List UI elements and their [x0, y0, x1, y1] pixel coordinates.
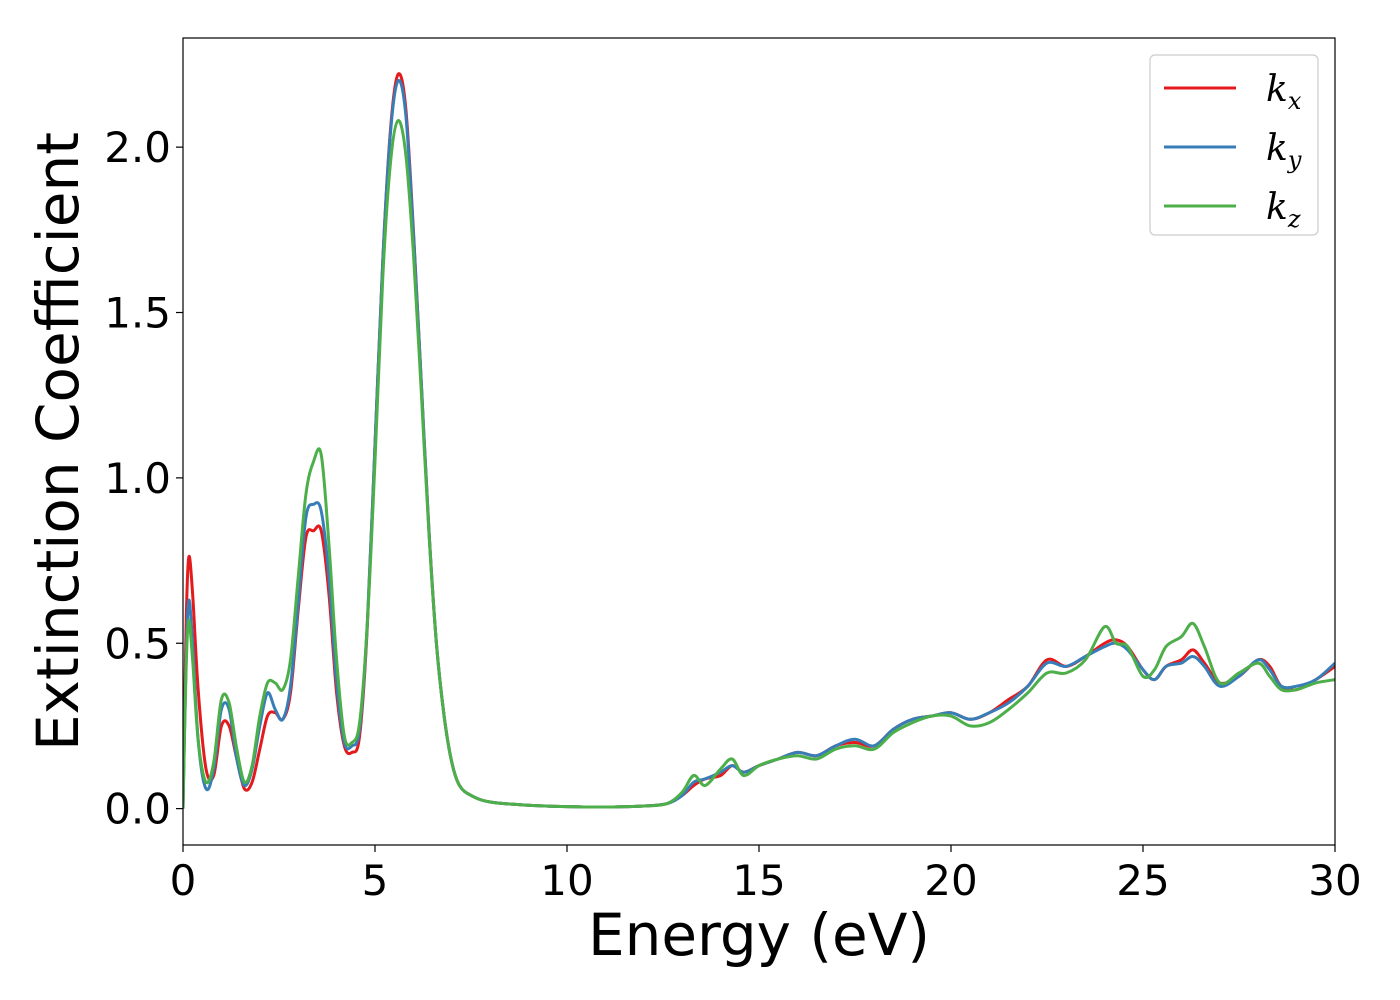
y-tick-label: 1.0	[104, 454, 171, 503]
y-axis-label: Extinction Coefficient	[24, 132, 92, 751]
x-tick-label: 30	[1308, 856, 1361, 905]
legend-label-x: kx	[1266, 69, 1302, 115]
legend-label-y: ky	[1266, 128, 1302, 174]
legend-label-base: k	[1266, 69, 1288, 110]
y-tick-label: 0.5	[104, 619, 171, 668]
legend-box	[1149, 54, 1319, 236]
x-tick-label: 10	[540, 856, 593, 905]
legend-label-base: k	[1266, 128, 1288, 169]
x-axis-ticks: 0 5 10 15 20 25 30	[170, 845, 1362, 905]
x-tick-label: 0	[170, 856, 197, 905]
y-axis-ticks: 0.0 0.5 1.0 1.5 2.0	[104, 123, 183, 834]
x-tick-label: 20	[924, 856, 977, 905]
series-line-z	[183, 119, 1335, 809]
legend-label-base: k	[1266, 187, 1288, 228]
x-axis-label: Energy (eV)	[588, 901, 930, 969]
legend-label-z: kz	[1266, 187, 1301, 233]
x-tick-label: 5	[362, 856, 389, 905]
y-tick-label: 0.0	[104, 785, 171, 834]
legend-label-subscript: x	[1288, 87, 1302, 115]
legend-label-subscript: y	[1287, 146, 1302, 174]
x-tick-label: 25	[1116, 856, 1169, 905]
series-layer	[183, 72, 1335, 809]
legend-label-subscript: z	[1287, 205, 1301, 233]
x-tick-label: 15	[732, 856, 785, 905]
y-tick-label: 2.0	[104, 123, 171, 172]
y-tick-label: 1.5	[104, 289, 171, 338]
